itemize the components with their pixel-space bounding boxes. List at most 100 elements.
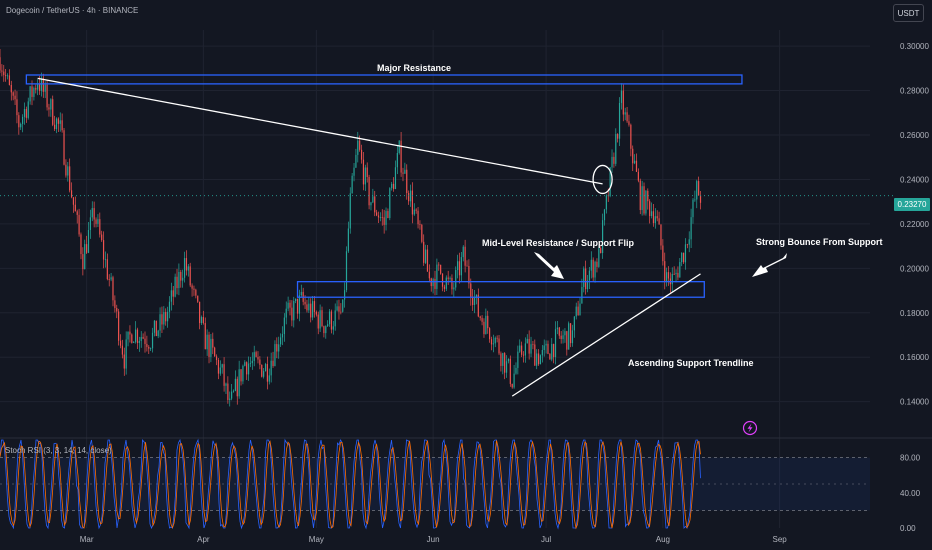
- candle-body: [586, 280, 589, 290]
- candle-body: [285, 308, 287, 318]
- candle-body: [157, 330, 159, 337]
- price-tick-label: 0.30000: [900, 42, 929, 51]
- candle-body: [489, 328, 491, 340]
- mid-level-label: Mid-Level Resistance / Support Flip: [482, 238, 635, 248]
- candle-body: [246, 362, 248, 375]
- candle-body: [10, 85, 12, 93]
- candle-body: [283, 317, 285, 335]
- candle-body: [624, 112, 626, 115]
- candle-body: [200, 317, 203, 324]
- candle-body: [287, 302, 289, 309]
- stoch-tick-label: 80.00: [900, 454, 921, 463]
- candle-body: [662, 245, 664, 262]
- arrow-to-support: [752, 253, 787, 277]
- candle-body: [524, 343, 526, 356]
- candle-body: [556, 327, 559, 330]
- candle-body: [91, 208, 93, 218]
- time-tick-label: Mar: [80, 535, 94, 544]
- candle-body: [392, 183, 395, 190]
- candle-body: [183, 258, 186, 278]
- candle-body: [136, 329, 139, 343]
- currency-button[interactable]: USDT: [893, 4, 924, 22]
- candle-body: [667, 272, 670, 279]
- candle-body: [477, 294, 479, 317]
- candle-body: [328, 311, 331, 325]
- candle-body: [376, 212, 378, 216]
- candle-body: [441, 273, 444, 287]
- candle-body: [5, 75, 7, 77]
- candle-body: [38, 83, 41, 91]
- candle-body: [112, 277, 114, 301]
- candle-body: [573, 316, 575, 331]
- candle-body: [298, 295, 301, 314]
- candle-body: [263, 371, 265, 377]
- candle-body: [549, 353, 551, 360]
- candle-body: [566, 331, 568, 350]
- current-price-label: 0.23270: [894, 198, 930, 211]
- candle-body: [281, 334, 284, 338]
- candle-body: [42, 78, 44, 92]
- candle-body: [118, 311, 120, 341]
- candle-body: [415, 209, 417, 211]
- candle-body: [131, 334, 133, 343]
- candle-body: [656, 216, 658, 219]
- candle-body: [142, 337, 144, 339]
- candle-body: [140, 337, 142, 341]
- candle-body: [89, 217, 91, 230]
- candle-body: [340, 311, 342, 313]
- candle-body: [419, 224, 421, 225]
- candle-body: [272, 360, 274, 367]
- candle-body: [532, 344, 534, 346]
- candle-body: [178, 271, 180, 289]
- candle-body: [547, 343, 549, 354]
- candle-body: [613, 156, 615, 164]
- stoch-tick-label: 0.00: [900, 524, 916, 533]
- candle-body: [681, 252, 683, 263]
- stoch-d-line: [0, 440, 701, 530]
- candle-body: [232, 390, 235, 392]
- candle-body: [455, 270, 457, 288]
- candle-body: [129, 331, 131, 335]
- candle-body: [698, 181, 700, 196]
- candle-body: [417, 210, 419, 225]
- symbol-title: Dogecoin / TetherUS · 4h · BINANCE: [6, 6, 139, 15]
- candle-body: [37, 83, 39, 90]
- candle-body: [189, 266, 191, 286]
- candle-body: [541, 350, 543, 356]
- time-tick-label: Jun: [427, 535, 440, 544]
- candle-body: [377, 215, 380, 218]
- candle-body: [191, 285, 193, 289]
- candle-body: [327, 324, 329, 327]
- candle-body: [240, 369, 242, 382]
- candle-body: [449, 277, 451, 279]
- candle-body: [63, 130, 65, 165]
- candle-body: [306, 304, 308, 311]
- candle-body: [87, 229, 90, 253]
- candle-body: [443, 286, 446, 289]
- candle-body: [558, 327, 560, 336]
- candle-body: [543, 345, 545, 351]
- candle-body: [635, 160, 638, 172]
- candle-body: [654, 216, 656, 224]
- candle-body: [23, 109, 26, 117]
- candle-body: [270, 360, 272, 376]
- candle-body: [490, 339, 493, 345]
- candle-body: [127, 331, 129, 340]
- candle-body: [50, 99, 52, 110]
- candle-body: [460, 257, 462, 276]
- candle-body: [611, 156, 613, 168]
- candle-body: [3, 71, 5, 76]
- candle-body: [227, 383, 229, 400]
- candle-body: [515, 367, 517, 374]
- candle-body: [402, 172, 404, 174]
- candle-body: [487, 315, 489, 329]
- candle-body: [649, 201, 651, 217]
- candle-body: [554, 329, 557, 358]
- candle-body: [479, 316, 481, 318]
- candle-body: [185, 258, 188, 271]
- zones-layer: [25, 74, 743, 298]
- candle-body: [605, 195, 607, 210]
- candle-body: [472, 297, 474, 305]
- candle-body: [104, 259, 107, 261]
